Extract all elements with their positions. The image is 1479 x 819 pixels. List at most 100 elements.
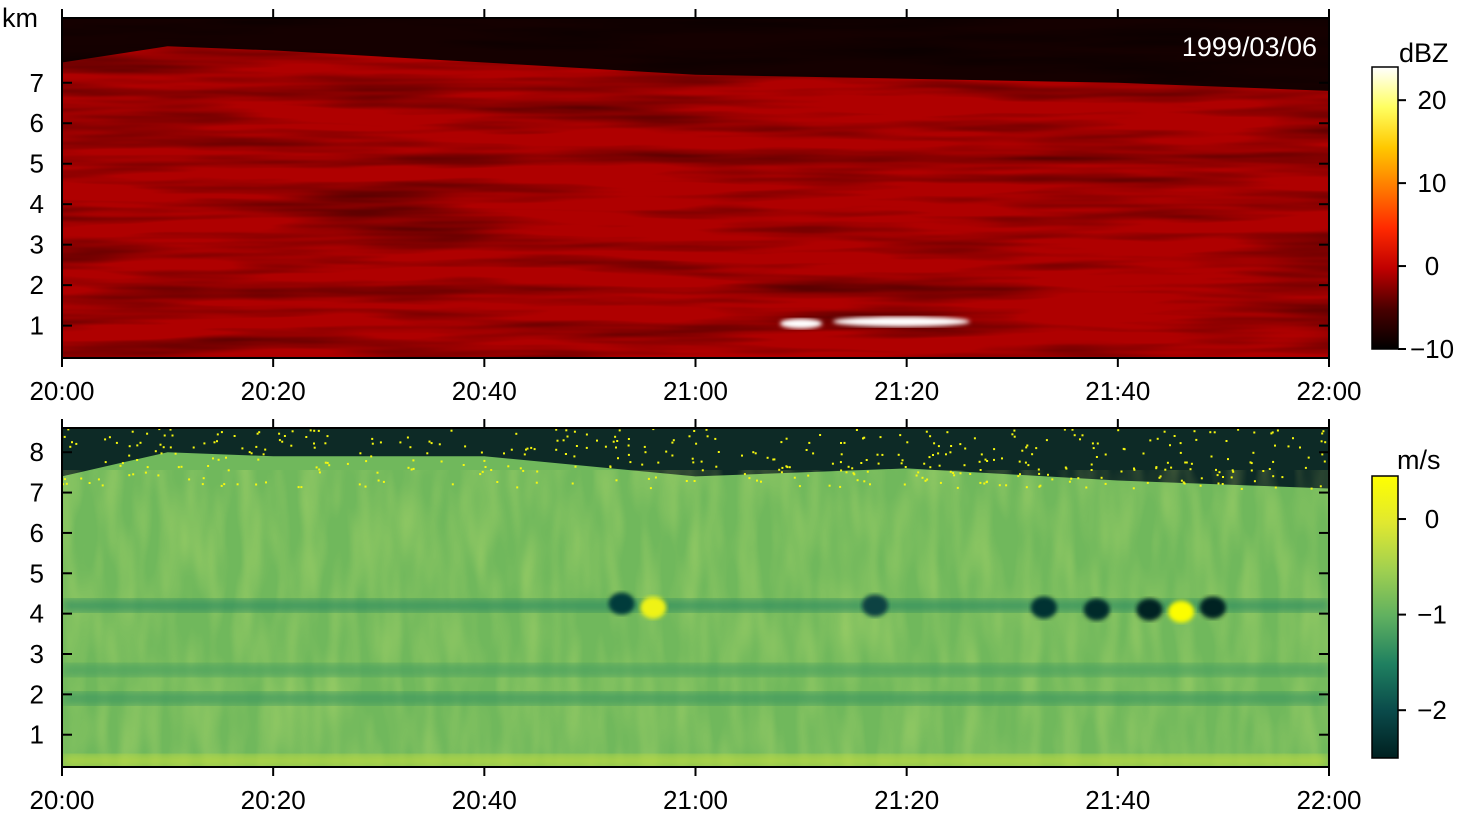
velocity-speckle bbox=[324, 461, 327, 464]
velocity-speckle bbox=[376, 471, 379, 474]
velocity-speckle bbox=[203, 442, 206, 445]
velocity-speckle bbox=[464, 445, 467, 448]
reflectivity-hotspot bbox=[779, 318, 823, 329]
reflectivity-y-ticks: 1 2 3 4 5 6 7 bbox=[30, 68, 1329, 341]
velocity-speckle bbox=[612, 440, 615, 443]
velocity-speckle bbox=[213, 441, 216, 444]
velocity-speckle bbox=[1221, 483, 1224, 485]
velocity-speckle bbox=[617, 457, 619, 460]
velocity-speckle bbox=[379, 441, 382, 444]
x-tick-label: 21:00 bbox=[663, 376, 728, 406]
x-tick-label: 22:00 bbox=[1296, 376, 1361, 406]
y-tick-label: 6 bbox=[30, 518, 44, 548]
velocity-speckle bbox=[1123, 448, 1126, 451]
velocity-speckle bbox=[359, 452, 362, 455]
velocity-speckle bbox=[959, 472, 962, 475]
velocity-speckle bbox=[216, 433, 219, 436]
velocity-speckle bbox=[136, 444, 139, 447]
velocity-speckle bbox=[929, 466, 932, 469]
velocity-speckle bbox=[480, 451, 483, 454]
velocity-speckle bbox=[615, 446, 617, 449]
velocity-speckle bbox=[377, 479, 380, 482]
velocity-colorbar-ramp bbox=[1371, 475, 1399, 759]
velocity-speckle bbox=[1299, 446, 1301, 449]
velocity-speckle bbox=[555, 428, 558, 431]
velocity-speckle bbox=[985, 481, 988, 484]
velocity-speckle bbox=[171, 434, 174, 437]
velocity-speckle bbox=[952, 472, 955, 474]
velocity-speckle bbox=[101, 484, 104, 487]
velocity-speckle bbox=[1013, 435, 1016, 438]
x-tick-label: 20:20 bbox=[241, 785, 306, 815]
velocity-speckle bbox=[979, 481, 982, 484]
velocity-speckle bbox=[993, 448, 996, 451]
velocity-speckle bbox=[180, 465, 183, 468]
velocity-speckle bbox=[305, 436, 308, 438]
x-tick-label: 20:00 bbox=[29, 376, 94, 406]
velocity-speckle bbox=[705, 428, 708, 431]
velocity-speckle bbox=[503, 452, 505, 455]
velocity-speckle bbox=[1225, 440, 1228, 442]
velocity-speckle bbox=[1117, 429, 1120, 432]
velocity-speckle bbox=[1209, 431, 1212, 434]
reflectivity-streak-texture bbox=[62, 18, 1329, 358]
velocity-speckle bbox=[65, 482, 68, 485]
y-tick-label: 3 bbox=[30, 230, 44, 260]
velocity-speckle bbox=[978, 460, 981, 463]
velocity-speckle bbox=[847, 465, 850, 468]
velocity-speckle bbox=[819, 434, 822, 436]
y-tick-label: 5 bbox=[30, 149, 44, 179]
velocity-speckle bbox=[860, 462, 863, 464]
velocity-speckle bbox=[146, 432, 149, 435]
velocity-speckle bbox=[863, 480, 866, 483]
y-tick-label: 1 bbox=[30, 720, 44, 750]
reflectivity-colorbar: dBZ 20 10 0 −10 bbox=[1371, 38, 1454, 364]
velocity-speckle bbox=[484, 466, 487, 468]
velocity-speckle bbox=[1104, 482, 1107, 485]
velocity-speckle bbox=[115, 441, 118, 444]
velocity-speckle bbox=[481, 470, 484, 473]
velocity-speckle bbox=[933, 442, 936, 445]
velocity-speckle bbox=[921, 476, 924, 479]
velocity-speckle bbox=[693, 480, 696, 482]
velocity-speckle bbox=[1155, 467, 1158, 470]
velocity-speckle bbox=[853, 473, 856, 476]
velocity-speckle bbox=[407, 466, 410, 469]
velocity-speckle bbox=[863, 436, 866, 439]
velocity-speckle bbox=[614, 435, 617, 438]
velocity-speckle bbox=[953, 474, 956, 477]
velocity-speckle bbox=[1216, 474, 1219, 477]
velocity-speckle bbox=[1323, 460, 1326, 463]
velocity-speckle bbox=[1005, 484, 1008, 487]
velocity-speckle bbox=[326, 461, 329, 464]
colorbar-tick-label: −1 bbox=[1417, 600, 1447, 630]
velocity-speckle bbox=[1017, 475, 1020, 478]
velocity-speckle bbox=[852, 472, 855, 475]
velocity-speckle bbox=[440, 460, 443, 463]
velocity-speckle bbox=[945, 453, 947, 456]
velocity-speckle bbox=[1158, 476, 1161, 479]
velocity-speckle bbox=[108, 436, 111, 439]
velocity-speckle bbox=[1159, 475, 1162, 478]
velocity-layer bbox=[62, 754, 1329, 767]
velocity-speckle bbox=[278, 439, 281, 442]
colorbar-tick-label: 20 bbox=[1418, 85, 1447, 115]
velocity-speckle bbox=[585, 433, 588, 436]
velocity-speckle bbox=[555, 448, 558, 451]
velocity-speckle bbox=[283, 435, 286, 437]
velocity-speckle bbox=[136, 459, 139, 461]
velocity-speckle bbox=[297, 486, 300, 489]
velocity-speckle bbox=[128, 454, 131, 457]
x-tick-label: 20:40 bbox=[452, 785, 517, 815]
velocity-speckle bbox=[428, 440, 431, 443]
velocity-speckle bbox=[121, 462, 124, 465]
velocity-speckle bbox=[845, 471, 848, 474]
colorbar-tick-label: 0 bbox=[1425, 251, 1439, 281]
velocity-speckle bbox=[851, 467, 854, 470]
velocity-speckle bbox=[1237, 428, 1240, 431]
velocity-speckle bbox=[701, 469, 704, 472]
velocity-speckle bbox=[496, 481, 499, 483]
velocity-speckle bbox=[1179, 451, 1182, 454]
velocity-speckle bbox=[1320, 440, 1323, 443]
